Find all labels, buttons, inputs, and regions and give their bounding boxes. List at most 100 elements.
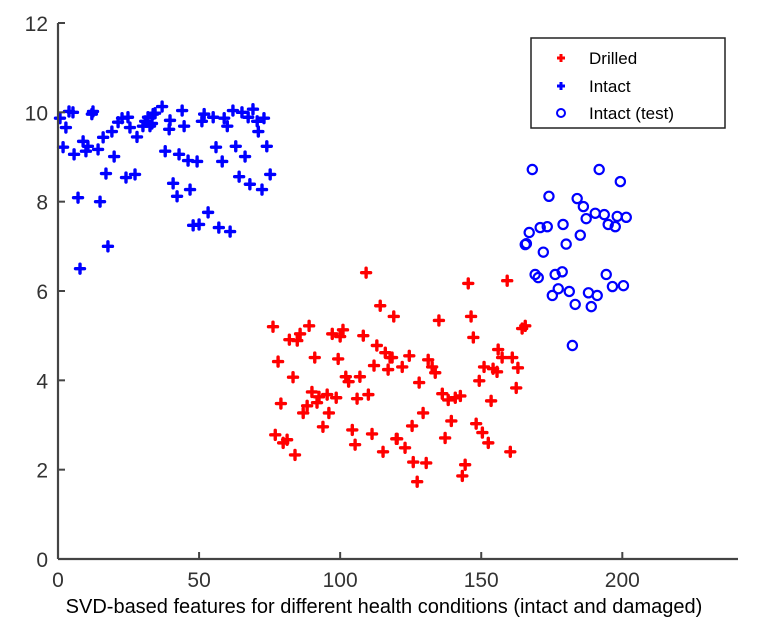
data-point-intact xyxy=(257,111,271,125)
x-tick-label: 100 xyxy=(323,569,358,592)
data-point-drilled xyxy=(458,458,472,471)
data-point-intact xyxy=(59,121,73,134)
data-point-drilled xyxy=(506,351,519,364)
data-point-intact-test xyxy=(566,339,579,352)
y-tick-label: 0 xyxy=(36,549,48,572)
data-point-intact-test xyxy=(591,289,603,302)
data-point-intact xyxy=(93,195,107,208)
y-tick-label: 6 xyxy=(36,281,48,304)
data-point-drilled xyxy=(385,351,399,364)
data-point-intact xyxy=(101,240,115,253)
legend-item-intact: Intact xyxy=(557,77,631,96)
legend-marker-drilled xyxy=(557,54,565,62)
data-point-drilled xyxy=(291,334,304,347)
data-point-intact xyxy=(195,115,209,128)
data-point-drilled xyxy=(511,361,525,375)
data-point-drilled xyxy=(421,353,435,366)
data-point-drilled xyxy=(420,456,433,470)
data-point-intact xyxy=(183,183,197,196)
data-point-intact-test xyxy=(546,289,559,302)
data-point-intact-test xyxy=(569,298,581,311)
data-point-intact-test xyxy=(620,211,632,223)
data-point-drilled xyxy=(266,320,280,333)
data-point-intact-test xyxy=(580,212,592,225)
data-point-intact xyxy=(216,155,229,168)
data-point-drilled xyxy=(500,274,514,287)
y-tick-label: 8 xyxy=(36,192,48,215)
y-tick-label: 10 xyxy=(25,102,48,125)
data-point-drilled xyxy=(379,346,392,359)
data-point-intact xyxy=(246,103,260,116)
data-point-intact-test xyxy=(611,210,623,223)
data-point-intact xyxy=(128,168,142,181)
data-point-intact xyxy=(232,170,246,183)
data-point-intact-test xyxy=(617,279,630,292)
data-point-intact xyxy=(155,100,169,113)
data-point-intact xyxy=(172,148,186,161)
data-point-drilled xyxy=(405,419,419,433)
data-point-intact xyxy=(119,171,133,184)
data-point-intact-test xyxy=(577,200,590,213)
data-point-intact-test xyxy=(589,207,601,219)
data-point-intact xyxy=(190,155,204,168)
data-point-drilled xyxy=(333,330,347,343)
data-point-intact xyxy=(209,140,223,154)
data-point-drilled xyxy=(469,417,483,430)
data-point-drilled xyxy=(269,428,282,442)
data-point-intact xyxy=(251,115,264,128)
legend-item-drilled: Drilled xyxy=(557,49,637,68)
data-point-drilled xyxy=(302,319,316,333)
data-point-drilled xyxy=(390,432,404,446)
data-point-intact-test xyxy=(532,271,544,284)
data-point-drilled xyxy=(464,310,478,323)
data-point-drilled xyxy=(348,438,362,451)
data-point-intact-test xyxy=(541,220,553,233)
data-point-intact xyxy=(206,111,220,124)
data-point-intact-test xyxy=(571,192,583,205)
data-point-drilled xyxy=(286,371,300,384)
data-point-intact xyxy=(86,105,100,118)
data-point-intact xyxy=(159,144,172,158)
scatter-chart: 0 50 100 150 200 0 2 4 6 8 10 12 Drilled Intact Int… xyxy=(25,13,738,592)
data-point-drilled xyxy=(403,349,416,362)
data-point-drilled xyxy=(308,351,321,364)
series-drilled xyxy=(266,266,532,488)
data-point-drilled xyxy=(370,339,384,352)
x-tick-label: 50 xyxy=(187,569,210,592)
data-point-drilled xyxy=(407,455,420,469)
data-point-intact xyxy=(263,168,277,181)
data-point-intact xyxy=(123,121,137,134)
data-point-drilled xyxy=(359,266,373,279)
series-intact-test xyxy=(519,163,632,352)
data-point-intact xyxy=(76,135,90,148)
data-point-intact-test xyxy=(585,300,597,313)
data-point-drilled xyxy=(398,441,412,454)
data-point-intact xyxy=(243,178,257,191)
data-point-drilled xyxy=(350,392,364,405)
data-point-intact-test xyxy=(606,280,619,293)
data-point-drilled xyxy=(346,423,359,437)
x-tick-label: 0 xyxy=(52,569,64,592)
data-point-drilled xyxy=(336,323,350,337)
data-point-intact-test xyxy=(526,163,539,176)
series-intact xyxy=(53,100,277,275)
legend-label-intact-test: Intact (test) xyxy=(589,104,674,123)
data-point-intact xyxy=(175,104,189,117)
data-point-drilled xyxy=(436,387,449,400)
data-point-drilled xyxy=(271,355,285,368)
data-point-drilled xyxy=(476,426,489,439)
data-point-drilled xyxy=(367,359,381,372)
data-point-drilled xyxy=(454,389,467,403)
data-point-intact xyxy=(145,117,159,130)
data-point-drilled xyxy=(274,397,288,410)
data-point-drilled xyxy=(365,427,379,441)
data-point-drilled xyxy=(362,388,375,401)
data-point-intact xyxy=(192,218,206,231)
legend-item-intact-test: Intact (test) xyxy=(556,104,674,123)
data-point-drilled xyxy=(495,351,509,364)
data-point-drilled xyxy=(445,414,458,428)
data-point-drilled xyxy=(376,445,390,458)
data-point-drilled xyxy=(330,391,343,404)
data-point-drilled xyxy=(510,381,523,395)
data-point-drilled xyxy=(432,314,446,327)
